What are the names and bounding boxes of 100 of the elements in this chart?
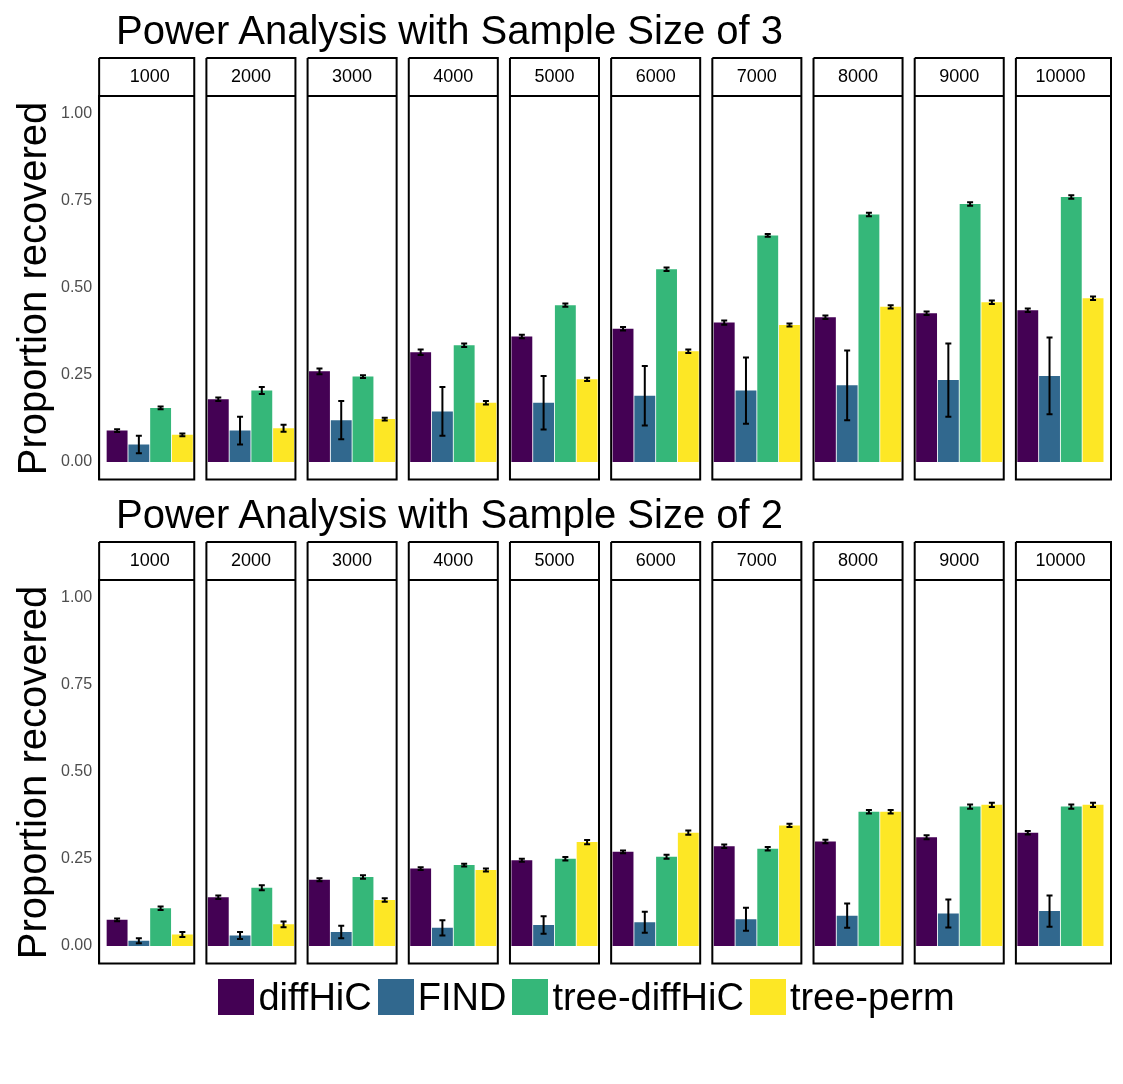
category-label: 2000 bbox=[230, 549, 271, 570]
legend-label: tree-diffHiC bbox=[552, 976, 744, 1018]
bar bbox=[475, 402, 497, 462]
legend-label: tree-perm bbox=[789, 976, 955, 1018]
bar bbox=[453, 345, 475, 462]
bar bbox=[981, 804, 1003, 946]
y-tick-label: 0.25 bbox=[61, 849, 93, 867]
bar bbox=[207, 897, 229, 946]
bar bbox=[779, 324, 800, 462]
category-label: 2000 bbox=[230, 65, 271, 86]
category-label: 8000 bbox=[838, 549, 879, 570]
category-label: 9000 bbox=[939, 549, 980, 570]
chart-title: Power Analysis with Sample Size of 3 bbox=[116, 8, 784, 52]
bar bbox=[757, 848, 779, 946]
chart-title: Power Analysis with Sample Size of 2 bbox=[116, 492, 784, 536]
bar bbox=[1039, 911, 1060, 946]
bar bbox=[836, 915, 858, 946]
bar bbox=[634, 922, 656, 946]
bar bbox=[880, 811, 902, 946]
category-label: 7000 bbox=[736, 65, 777, 86]
category-label: 5000 bbox=[534, 65, 575, 86]
bar bbox=[374, 899, 396, 946]
bar bbox=[959, 204, 981, 462]
bar bbox=[431, 927, 453, 946]
bar bbox=[273, 924, 294, 946]
bar bbox=[150, 908, 172, 946]
category-label: 10000 bbox=[1035, 549, 1086, 570]
bar bbox=[150, 407, 172, 462]
bar bbox=[352, 876, 374, 946]
y-tick-label: 1.00 bbox=[61, 587, 93, 605]
y-tick-label: 0.75 bbox=[61, 674, 93, 692]
bar bbox=[410, 868, 432, 946]
category-label: 4000 bbox=[433, 549, 474, 570]
bar bbox=[171, 934, 193, 946]
bar bbox=[735, 919, 757, 946]
bar bbox=[656, 269, 677, 462]
y-axis-title: Proportion recovered bbox=[10, 585, 56, 959]
bar bbox=[981, 302, 1003, 462]
y-tick-label: 0.75 bbox=[61, 190, 93, 208]
bar bbox=[713, 846, 735, 946]
bar bbox=[916, 313, 938, 462]
bar bbox=[880, 306, 902, 462]
bar bbox=[1060, 197, 1082, 462]
category-label: 4000 bbox=[433, 65, 474, 86]
bar bbox=[533, 925, 555, 946]
bar bbox=[814, 317, 836, 462]
bar bbox=[677, 351, 699, 462]
category-label: 7000 bbox=[736, 549, 777, 570]
bar bbox=[106, 430, 128, 462]
bar bbox=[612, 328, 634, 462]
bar bbox=[431, 411, 453, 462]
category-label: 8000 bbox=[838, 65, 879, 86]
y-tick-label: 0.25 bbox=[61, 365, 93, 383]
legend-label: diffHiC bbox=[258, 976, 372, 1018]
bar bbox=[1017, 310, 1039, 462]
category-label: 5000 bbox=[534, 549, 575, 570]
bar bbox=[251, 390, 273, 462]
bar bbox=[207, 399, 229, 462]
bar bbox=[309, 371, 330, 462]
category-label: 3000 bbox=[332, 65, 373, 86]
bar bbox=[171, 434, 193, 462]
category-label: 9000 bbox=[939, 65, 980, 86]
category-label: 1000 bbox=[129, 65, 170, 86]
bar bbox=[937, 913, 959, 946]
bar bbox=[410, 352, 432, 462]
bar bbox=[1082, 804, 1104, 946]
category-label: 6000 bbox=[635, 65, 676, 86]
bar bbox=[309, 879, 330, 946]
category-label: 1000 bbox=[129, 549, 170, 570]
bar bbox=[533, 402, 555, 462]
bar bbox=[273, 428, 294, 462]
bar bbox=[916, 837, 938, 946]
bar bbox=[858, 811, 880, 946]
bar bbox=[330, 932, 352, 946]
y-tick-label: 0.50 bbox=[61, 762, 93, 780]
bar bbox=[735, 390, 757, 462]
bar bbox=[858, 214, 880, 462]
y-axis-title: Proportion recovered bbox=[10, 101, 56, 475]
category-label: 10000 bbox=[1035, 65, 1086, 86]
y-tick-label: 0.50 bbox=[61, 278, 93, 296]
bar bbox=[554, 858, 576, 946]
bar bbox=[612, 851, 634, 946]
bar bbox=[554, 305, 576, 462]
bar bbox=[656, 856, 677, 946]
bar bbox=[352, 376, 374, 462]
bar bbox=[713, 322, 735, 462]
bar bbox=[330, 420, 352, 462]
bar bbox=[1017, 832, 1039, 946]
category-label: 3000 bbox=[332, 549, 373, 570]
bar bbox=[814, 841, 836, 946]
category-label: 6000 bbox=[635, 549, 676, 570]
bar bbox=[128, 444, 150, 462]
bar bbox=[1039, 375, 1060, 462]
bar bbox=[757, 235, 779, 462]
bar bbox=[511, 336, 533, 462]
y-tick-label: 0.00 bbox=[61, 452, 93, 470]
bar bbox=[511, 860, 533, 946]
bar bbox=[1060, 806, 1082, 946]
bar bbox=[475, 869, 497, 946]
y-tick-label: 0.00 bbox=[61, 936, 93, 954]
